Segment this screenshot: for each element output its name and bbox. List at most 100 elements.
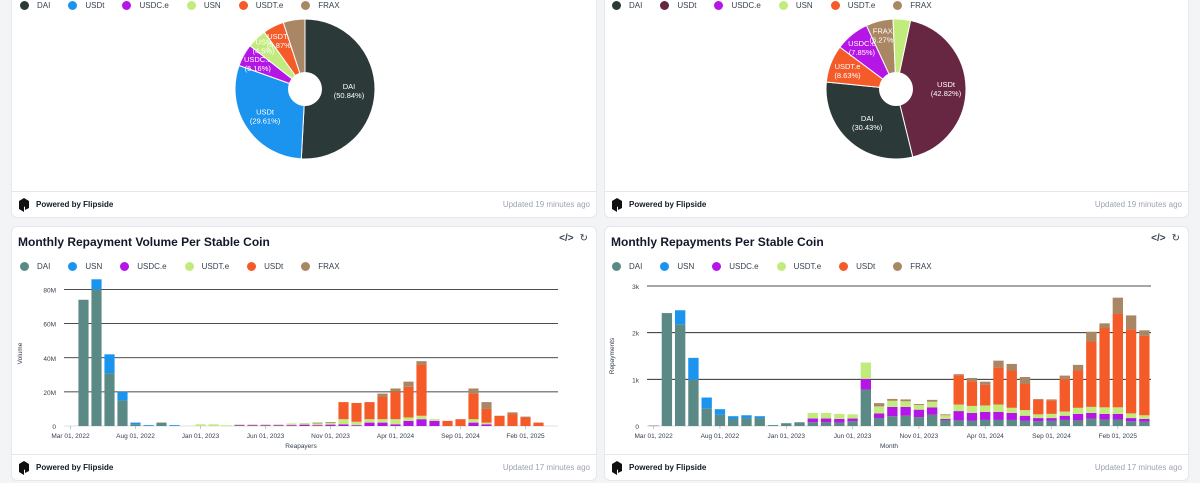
bar-segment-usdc-e[interactable] bbox=[966, 412, 978, 421]
bar-segment-usdt[interactable] bbox=[403, 386, 414, 418]
flipside-brand[interactable]: Powered by Flipside bbox=[17, 197, 113, 212]
bar-segment-usdt-e[interactable] bbox=[338, 419, 349, 425]
bar-segment-usdt[interactable] bbox=[1059, 378, 1070, 412]
bar-segment-frax[interactable] bbox=[913, 404, 925, 405]
bar-segment-dai[interactable] bbox=[1019, 420, 1031, 426]
bar-segment-usdt[interactable] bbox=[377, 397, 388, 420]
bar-segment-usdt-e[interactable] bbox=[195, 424, 206, 426]
bar-segment-dai[interactable] bbox=[156, 422, 167, 426]
bar-segment-usdt[interactable] bbox=[1019, 384, 1031, 411]
bar-segment-usn[interactable] bbox=[104, 354, 115, 374]
bar-segment-frax[interactable] bbox=[953, 374, 964, 376]
bar-segment-usdt-e[interactable] bbox=[820, 412, 832, 419]
bar-segment-usdt-e[interactable] bbox=[325, 422, 336, 425]
bar-segment-usdt[interactable] bbox=[980, 384, 991, 406]
bar-segment-usdc-e[interactable] bbox=[1059, 415, 1070, 420]
bar-segment-dai[interactable] bbox=[1046, 420, 1057, 426]
bar-segment-frax[interactable] bbox=[1099, 323, 1110, 328]
bar-segment-dai[interactable] bbox=[1006, 419, 1017, 426]
bar-segment-usdc-e[interactable] bbox=[468, 422, 479, 426]
bar-segment-usdt-e[interactable] bbox=[286, 423, 297, 426]
bar-segment-usdc-e[interactable] bbox=[416, 419, 427, 426]
bar-segment-usdc-e[interactable] bbox=[377, 422, 388, 426]
bar-segment-usdc-e[interactable] bbox=[1019, 415, 1031, 421]
bar-segment-dai[interactable] bbox=[1072, 420, 1084, 426]
bar-segment-usdt-e[interactable] bbox=[913, 405, 925, 410]
bar-segment-usdt-e[interactable] bbox=[429, 419, 440, 421]
bar-segment-usdt-e[interactable] bbox=[416, 415, 427, 420]
bar-segment-usdt[interactable] bbox=[966, 381, 978, 406]
bar-segment-usdc-e[interactable] bbox=[286, 425, 297, 426]
bar-segment-usdc-e[interactable] bbox=[993, 412, 1004, 420]
legend-item[interactable]: DAI bbox=[612, 262, 642, 271]
bar-segment-usdc-e[interactable] bbox=[887, 406, 898, 417]
bar-segment-dai[interactable] bbox=[661, 313, 673, 426]
bar-segment-usdt-e[interactable] bbox=[847, 414, 858, 419]
bar-segment-dai[interactable] bbox=[741, 418, 752, 426]
legend-item[interactable]: USN bbox=[186, 1, 221, 10]
bar-segment-usdt-e[interactable] bbox=[234, 424, 245, 426]
legend-item[interactable]: USN bbox=[660, 262, 694, 271]
bar-segment-frax[interactable] bbox=[468, 388, 479, 394]
bar-segment-usn[interactable] bbox=[701, 397, 712, 409]
legend-item[interactable]: USDT.e bbox=[238, 1, 283, 10]
bar-segment-usdt[interactable] bbox=[351, 402, 362, 422]
bar-segment-dai[interactable] bbox=[926, 414, 938, 426]
legend-item[interactable]: USDC.e bbox=[712, 262, 759, 271]
bar-segment-frax[interactable] bbox=[940, 414, 951, 416]
bar-segment-frax[interactable] bbox=[1006, 363, 1017, 371]
bar-segment-dai[interactable] bbox=[807, 422, 818, 426]
bar-segment-usdc-e[interactable] bbox=[873, 413, 885, 419]
bar-segment-usdt[interactable] bbox=[1072, 370, 1084, 408]
bar-segment-usdc-e[interactable] bbox=[1125, 418, 1137, 422]
bar-segment-usdc-e[interactable] bbox=[481, 424, 492, 426]
pie-slice-usn[interactable] bbox=[892, 18, 912, 90]
bar-segment-usdc-e[interactable] bbox=[1139, 419, 1150, 422]
legend-item[interactable]: FRAX bbox=[893, 262, 932, 271]
bar-segment-usdc-e[interactable] bbox=[338, 424, 349, 426]
bar-segment-usn[interactable] bbox=[130, 422, 141, 425]
bar-segment-usdt-e[interactable] bbox=[1112, 407, 1124, 414]
bar-segment-usdt[interactable] bbox=[416, 364, 427, 416]
bar-segment-dai[interactable] bbox=[860, 389, 872, 426]
refresh-icon[interactable]: ↻ bbox=[1171, 233, 1180, 244]
bar-segment-usdc-e[interactable] bbox=[980, 412, 991, 420]
legend-item[interactable]: USDt bbox=[839, 262, 875, 271]
bar-segment-usdt[interactable] bbox=[533, 422, 544, 426]
bar-segment-frax[interactable] bbox=[1019, 377, 1031, 384]
bar-segment-usdc-e[interactable] bbox=[926, 407, 938, 415]
bar-segment-frax[interactable] bbox=[481, 402, 492, 409]
bar-segment-frax[interactable] bbox=[887, 398, 898, 401]
bar-segment-dai[interactable] bbox=[1139, 421, 1150, 426]
bar-segment-usdt-e[interactable] bbox=[377, 419, 388, 423]
bar-segment-usdc-e[interactable] bbox=[325, 424, 336, 426]
bar-segment-dai[interactable] bbox=[78, 299, 89, 426]
bar-segment-usdc-e[interactable] bbox=[940, 419, 951, 421]
legend-item[interactable]: FRAX bbox=[893, 1, 932, 10]
bar-segment-usdt[interactable] bbox=[1099, 328, 1110, 408]
bar-segment-dai[interactable] bbox=[767, 425, 779, 426]
bar-segment-dai[interactable] bbox=[820, 422, 832, 426]
bar-segment-frax[interactable] bbox=[507, 412, 518, 415]
bar-segment-usdc-e[interactable] bbox=[847, 418, 858, 422]
bar-segment-usdc-e[interactable] bbox=[351, 425, 362, 426]
flipside-brand[interactable]: Powered by Flipside bbox=[17, 460, 113, 475]
bar-segment-usdt-e[interactable] bbox=[926, 401, 938, 408]
bar-segment-dai[interactable] bbox=[91, 289, 102, 426]
legend-item[interactable]: USN bbox=[68, 262, 102, 271]
pie-slice-usdt[interactable] bbox=[895, 19, 967, 158]
legend-item[interactable]: USDT.e bbox=[184, 262, 229, 271]
bar-segment-dai[interactable] bbox=[728, 419, 739, 426]
bar-segment-dai[interactable] bbox=[847, 421, 858, 426]
bar-segment-usdt[interactable] bbox=[494, 415, 505, 426]
pie-slice-usdt[interactable] bbox=[234, 64, 306, 160]
bar-segment-dai[interactable] bbox=[913, 417, 925, 426]
bar-segment-frax[interactable] bbox=[966, 377, 978, 382]
bar-segment-usdc-e[interactable] bbox=[1072, 413, 1084, 421]
legend-item[interactable]: USDT.e bbox=[776, 262, 821, 271]
bar-segment-usdc-e[interactable] bbox=[953, 411, 964, 421]
bar-segment-usdt-e[interactable] bbox=[953, 404, 964, 412]
bar-segment-usdt[interactable] bbox=[507, 414, 518, 426]
bar-segment-dai[interactable] bbox=[900, 415, 911, 426]
bar-segment-usdt-e[interactable] bbox=[860, 362, 872, 379]
